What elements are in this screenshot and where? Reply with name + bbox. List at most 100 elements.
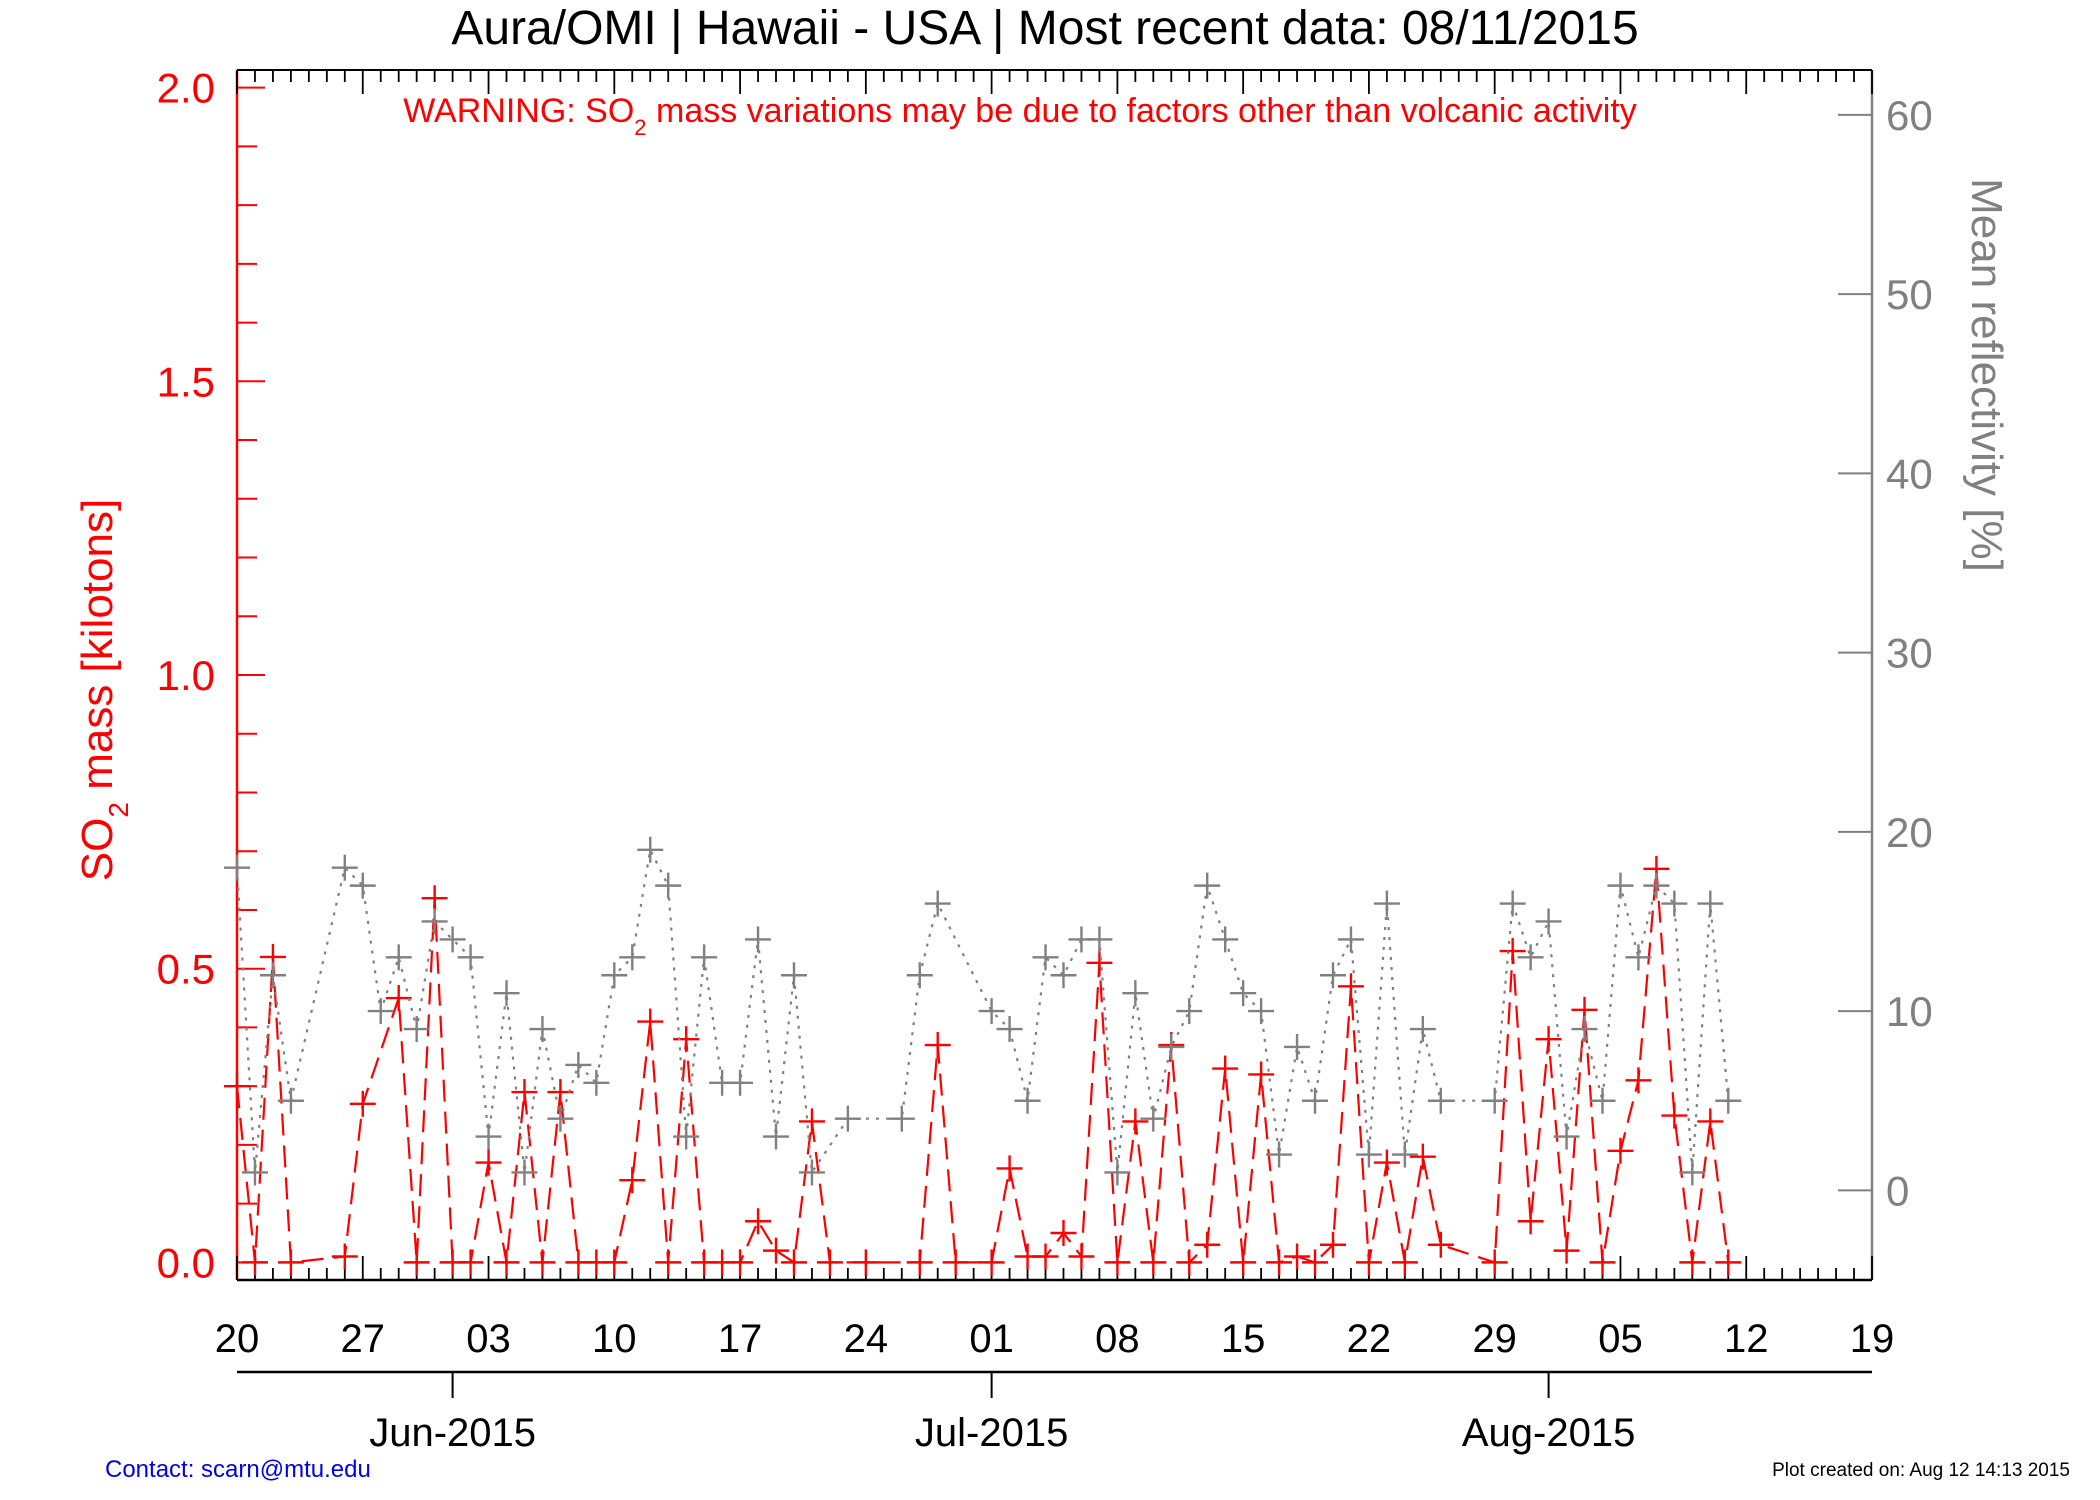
reflectivity-point [1050,962,1077,989]
reflectivity-point [565,1051,592,1078]
so2-mass-point [1050,1220,1077,1247]
reflectivity-point [493,980,520,1007]
reflectivity-point [888,1105,915,1132]
reflectivity-point [439,926,466,953]
so2-mass-point [996,1155,1023,1182]
right-tick-label: 10 [1886,988,1933,1035]
so2-mass-point [1589,1249,1616,1276]
right-tick-label: 0 [1886,1167,1909,1214]
so2-mass-point [1607,1137,1634,1164]
so2-mass-point [241,1249,268,1276]
left-tick-label: 1.0 [157,652,215,699]
reflectivity-point [978,998,1005,1025]
reflectivity-point [763,1123,790,1150]
reflectivity-point [1319,962,1346,989]
so2-mass-point [457,1249,484,1276]
reflectivity-point [349,872,376,899]
reflectivity-point [421,908,448,935]
reflectivity-point [224,854,250,881]
reflectivity-point [1158,1033,1185,1060]
reflectivity-point [1212,926,1239,953]
reflectivity-point [1302,1087,1329,1114]
month-tick-label: Jun-2015 [369,1411,536,1455]
x-tick-label: 15 [1221,1317,1266,1361]
so2-mass-point [1068,1243,1095,1270]
reflectivity-point [1679,1159,1706,1186]
reflectivity-point [780,962,807,989]
so2-mass-point [1248,1061,1275,1088]
series-group [224,836,1742,1276]
so2-mass-point [1176,1249,1203,1276]
left-tick-label: 1.5 [157,358,215,405]
reflectivity-point [385,944,412,971]
reflectivity-point [1194,872,1221,899]
so2-mass-point [1715,1249,1742,1276]
so2-mass-point [1302,1249,1329,1276]
reflectivity-point [1661,890,1688,917]
so2-mass-point [1140,1249,1167,1276]
so2-mass-point [727,1249,754,1276]
so2-mass-point [224,1073,250,1100]
so2-mass-point [852,1249,879,1276]
month-tick-label: Jul-2015 [915,1411,1068,1455]
reflectivity-point [924,890,951,917]
reflectivity-point [547,1105,574,1132]
so2-mass-point [493,1249,520,1276]
so2-mass-point [942,1249,969,1276]
so2-mass-point [1481,1249,1508,1276]
x-tick-label: 08 [1095,1317,1140,1361]
reflectivity-point [1553,1123,1580,1150]
so2-mass-point [1391,1249,1418,1276]
reflectivity-point [834,1105,861,1132]
reflectivity-point [1391,1141,1418,1168]
reflectivity-point [1032,944,1059,971]
reflectivity-point [1427,1087,1454,1114]
reflectivity-point [673,1123,700,1150]
so2-mass-point [745,1208,772,1235]
so2-mass-point [1625,1067,1652,1094]
so2-mass-point [1355,1249,1382,1276]
so2-mass-point [1086,949,1113,976]
y-axis-label-right: Mean reflectivity [%] [1962,178,2011,572]
left-tick-label: 2.0 [157,65,215,112]
right-tick-label: 50 [1886,271,1933,318]
so2-mass-line [235,868,1730,1265]
x-tick-label: 20 [215,1317,260,1361]
so2-mass-point [1373,1149,1400,1176]
x-tick-label: 17 [718,1317,763,1361]
right-tick-label: 20 [1886,809,1933,856]
reflectivity-point [1643,872,1670,899]
left-tick-label: 0.0 [157,1239,215,1286]
so2-mass-point [1104,1249,1131,1276]
x-tick-label: 27 [341,1317,386,1361]
x-tick-label: 29 [1472,1317,1517,1361]
so2-mass-point [277,1249,304,1276]
so2-mass-point [601,1249,628,1276]
so2-mass-point [1553,1237,1580,1264]
so2-mass-point [1122,1108,1149,1135]
warning-text: WARNING: SO2 mass variations may be due … [403,92,1637,140]
so2-mass-point [780,1249,807,1276]
reflectivity-point [259,962,286,989]
so2-mass-point [798,1108,825,1135]
so2-mass-point [763,1237,790,1264]
so2-mass-point [403,1249,430,1276]
reflectivity-point [529,1016,556,1043]
reflectivity-point [637,836,664,863]
reflectivity-point [1266,1141,1293,1168]
reflectivity-point [1409,1016,1436,1043]
reflectivity-point [241,1159,268,1186]
reflectivity-point [277,1087,304,1114]
reflectivity-point [798,1159,825,1186]
so2-mass-point [385,985,412,1012]
x-tick-label: 19 [1850,1317,1895,1361]
so2-mass-point [1212,1055,1239,1082]
so2-mass-point [1427,1231,1454,1258]
so2-mass-point [1032,1243,1059,1270]
so2-mass-point [1517,1208,1544,1235]
reflectivity-point [1715,1087,1742,1114]
so2-mass-point [906,1249,933,1276]
so2-mass-point [619,1167,646,1194]
so2-mass-point [331,1243,358,1270]
